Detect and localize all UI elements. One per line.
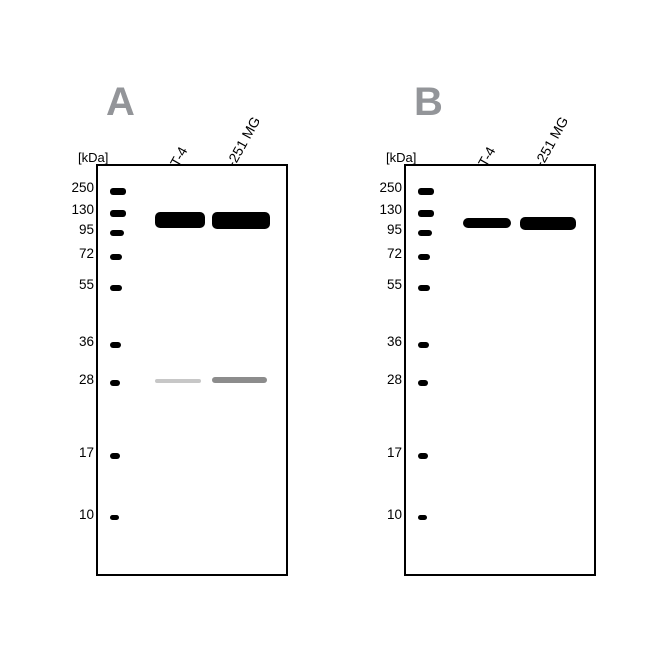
panel-label-b: B [414,80,443,125]
mw-tick: 55 [62,277,94,292]
blot-a [96,164,288,576]
mw-tick: 250 [370,180,402,195]
band-a-lane1-main [155,212,205,228]
figure-container: A [kDa] RT-4 U-251 MG 250 130 95 72 55 3… [0,0,650,650]
ladder-mark [110,342,121,348]
panel-label-a: A [106,80,135,125]
band-a-lane2-main [212,212,270,229]
ladder-mark [110,380,120,386]
mw-tick: 28 [370,372,402,387]
ladder-mark [418,285,430,291]
mw-tick: 36 [370,334,402,349]
mw-tick: 36 [62,334,94,349]
ladder-mark [110,254,122,260]
ladder-mark [418,453,428,459]
band-b-lane1-main [463,218,511,228]
ladder-mark [418,342,429,348]
mw-tick: 130 [370,202,402,217]
mw-tick: 72 [62,246,94,261]
mw-tick: 95 [370,222,402,237]
band-a-lane1-faint [155,379,201,383]
mw-tick: 250 [62,180,94,195]
band-a-lane2-faint [212,377,267,383]
ladder-mark [418,515,427,520]
ladder-mark [418,188,434,195]
unit-label-a: [kDa] [78,150,108,165]
ladder-mark [418,210,434,217]
unit-label-b: [kDa] [386,150,416,165]
mw-tick: 10 [370,507,402,522]
ladder-mark [110,285,122,291]
ladder-mark [110,210,126,217]
mw-tick: 72 [370,246,402,261]
blot-b [404,164,596,576]
ladder-mark [418,380,428,386]
mw-tick: 17 [62,445,94,460]
ladder-mark [418,230,432,236]
mw-tick: 55 [370,277,402,292]
ladder-mark [110,453,120,459]
mw-tick: 95 [62,222,94,237]
band-b-lane2-main [520,217,576,230]
ladder-mark [110,230,124,236]
mw-tick: 10 [62,507,94,522]
ladder-mark [110,515,119,520]
mw-tick: 28 [62,372,94,387]
mw-tick: 17 [370,445,402,460]
mw-tick: 130 [62,202,94,217]
ladder-mark [418,254,430,260]
ladder-mark [110,188,126,195]
